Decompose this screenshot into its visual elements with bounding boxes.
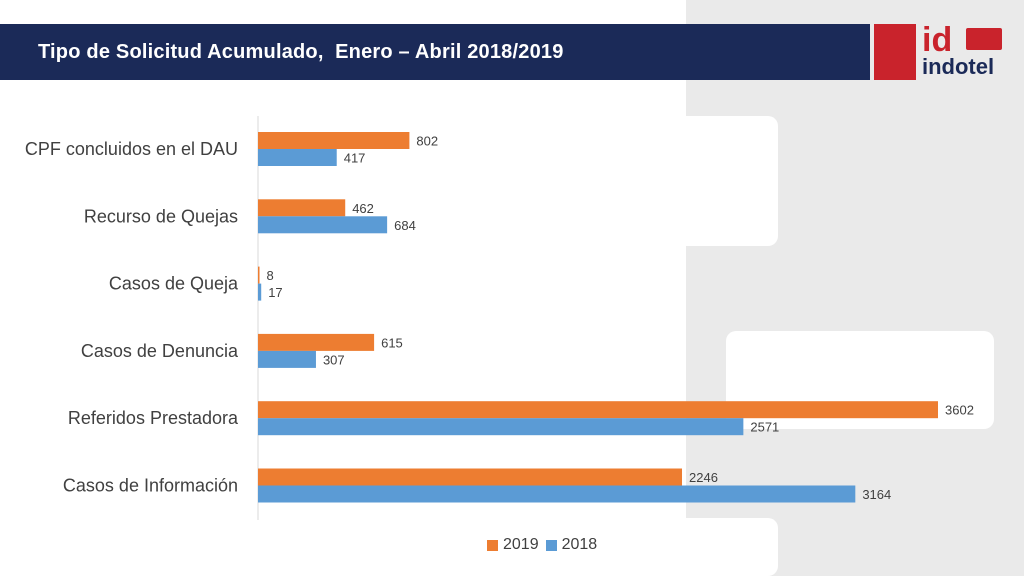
chart-legend: 2019 2018 — [487, 535, 604, 555]
data-label-2018: 3164 — [862, 487, 891, 502]
bar-2018 — [258, 216, 388, 234]
category-label: Casos de Queja — [109, 274, 239, 294]
legend-item-2019: 2019 — [487, 536, 539, 554]
background-card-bottom — [640, 518, 778, 576]
legend-swatch — [487, 539, 498, 551]
data-label-2019: 615 — [381, 335, 403, 350]
data-label-2018: 417 — [344, 151, 366, 166]
legend-swatch — [545, 539, 557, 551]
data-label-2019: 802 — [416, 134, 438, 149]
data-label-2019: 3602 — [945, 403, 974, 418]
legend-item-2018: 2018 — [545, 536, 598, 554]
legend-label: 2018 — [561, 536, 598, 553]
header-bar — [0, 24, 870, 80]
bar-2019 — [258, 401, 938, 419]
bar-2018 — [258, 149, 337, 166]
indotel-logo: id indotel — [874, 21, 1004, 82]
category-label: CPF concluidos en el DAU — [25, 139, 238, 159]
category-label: Casos de Información — [63, 476, 238, 496]
logo-id-text: id — [922, 21, 953, 59]
bar-2018 — [258, 485, 856, 503]
data-label-2019: 2246 — [689, 470, 718, 485]
bar-2019 — [258, 468, 683, 486]
category-label: Casos de Denuncia — [81, 341, 239, 361]
logo-keypad-icon — [966, 28, 1002, 50]
bar-2019 — [258, 199, 346, 217]
data-label-2018: 17 — [268, 285, 282, 300]
data-label-2018: 684 — [394, 218, 416, 233]
data-label-2018: 307 — [323, 352, 345, 367]
bar-2019 — [258, 132, 410, 149]
background-panel — [686, 0, 1024, 576]
bar-2018 — [258, 418, 744, 436]
bar-2019 — [258, 266, 260, 284]
bar-2018 — [258, 283, 262, 301]
data-label-2018: 2571 — [750, 420, 779, 435]
category-label: Referidos Prestadora — [68, 408, 239, 428]
background-card-top — [640, 116, 778, 246]
bar-2019 — [258, 333, 375, 351]
logo-name-text: indotel — [922, 54, 995, 79]
legend-label: 2019 — [503, 536, 539, 553]
category-label: Recurso de Quejas — [84, 206, 238, 226]
bar-2018 — [258, 350, 316, 368]
data-label-2019: 462 — [352, 201, 374, 216]
page-title: Tipo de Solicitud Acumulado, Enero – Abr… — [38, 41, 564, 63]
logo-red-block — [874, 24, 916, 80]
data-label-2019: 8 — [267, 268, 274, 283]
